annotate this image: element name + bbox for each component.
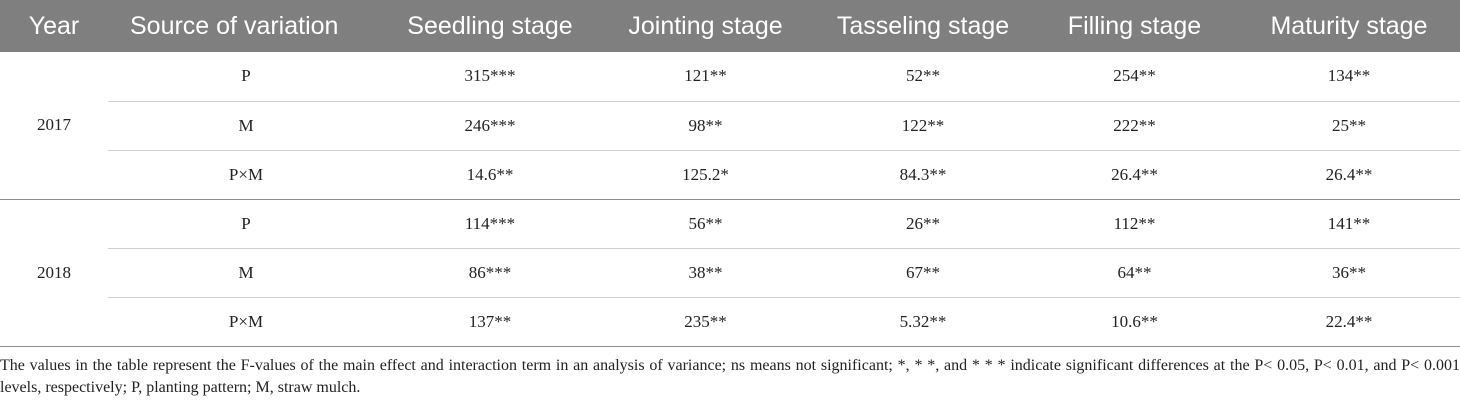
tasseling-value: 52** [906,66,940,86]
table-row: P×M 137** 235** 5.32** 10.6** 22.4** [0,296,1460,347]
source-cell: P [241,66,251,86]
table-row: 2018 P 114*** 56** 26** 112** 141** [0,198,1460,347]
table-body: 2017 P 315*** 121** 52** 254** 134** M 2… [0,52,1460,347]
source-cell: M [108,100,384,150]
table-row: P×M 14.6** 125.2* 84.3** 26.4** 26.4** [0,149,1460,199]
table-row: 2017 P 315*** 121** 52** 254** 134** [0,52,1460,134]
year-cell-2018: 2018 [0,198,108,347]
maturity-value: 25** [1238,100,1460,150]
tasseling-value: 67** [815,247,1031,297]
maturity-value: 141** [1238,198,1460,248]
filling-value: 222** [1031,100,1238,150]
filling-value: 10.6** [1031,296,1238,347]
header-row: Year Source of variation Seedling stage … [0,0,1460,52]
header-year: Year [28,11,80,40]
seedling-value: 137** [384,296,596,347]
maturity-value: 22.4** [1238,296,1460,347]
tasseling-value: 84.3** [815,149,1031,199]
anova-table: Year Source of variation Seedling stage … [0,0,1460,347]
jointing-value: 121** [684,66,727,86]
seedling-value: 246*** [384,100,596,150]
jointing-value: 235** [596,296,815,347]
header-tasseling-stage: Tasseling stage [836,11,1010,40]
source-cell: P [108,198,384,248]
jointing-value: 38** [596,247,815,297]
seedling-value: 86*** [384,247,596,297]
source-cell: P×M [108,149,384,199]
source-cell: M [108,247,384,297]
year-cell-2017: 2017 [37,115,71,135]
seedling-value: 14.6** [384,149,596,199]
table-header: Year Source of variation Seedling stage … [0,0,1460,52]
filling-value: 64** [1031,247,1238,297]
table-footnote: The values in the table represent the F-… [0,357,1460,396]
table-row: M 86*** 38** 67** 64** 36** [0,247,1460,297]
header-jointing-stage: Jointing stage [628,11,783,40]
tasseling-value: 122** [815,100,1031,150]
jointing-value: 56** [596,198,815,248]
filling-value: 112** [1031,198,1238,248]
jointing-value: 98** [596,100,815,150]
header-maturity-stage: Maturity stage [1270,11,1428,40]
seedling-value: 315*** [464,66,516,86]
header-seedling-stage: Seedling stage [407,11,573,40]
maturity-value: 134** [1327,66,1371,86]
seedling-value: 114*** [384,198,596,248]
filling-value: 254** [1113,66,1156,86]
header-source-of-variation: Source of variation [130,11,339,40]
tasseling-value: 26** [815,198,1031,248]
maturity-value: 36** [1238,247,1460,297]
table-row: M 246*** 98** 122** 222** 25** [0,100,1460,150]
maturity-value: 26.4** [1238,149,1460,199]
tasseling-value: 5.32** [815,296,1031,347]
source-cell: P×M [108,296,384,347]
jointing-value: 125.2* [596,149,815,199]
filling-value: 26.4** [1031,149,1238,199]
header-filling-stage: Filling stage [1067,11,1202,40]
